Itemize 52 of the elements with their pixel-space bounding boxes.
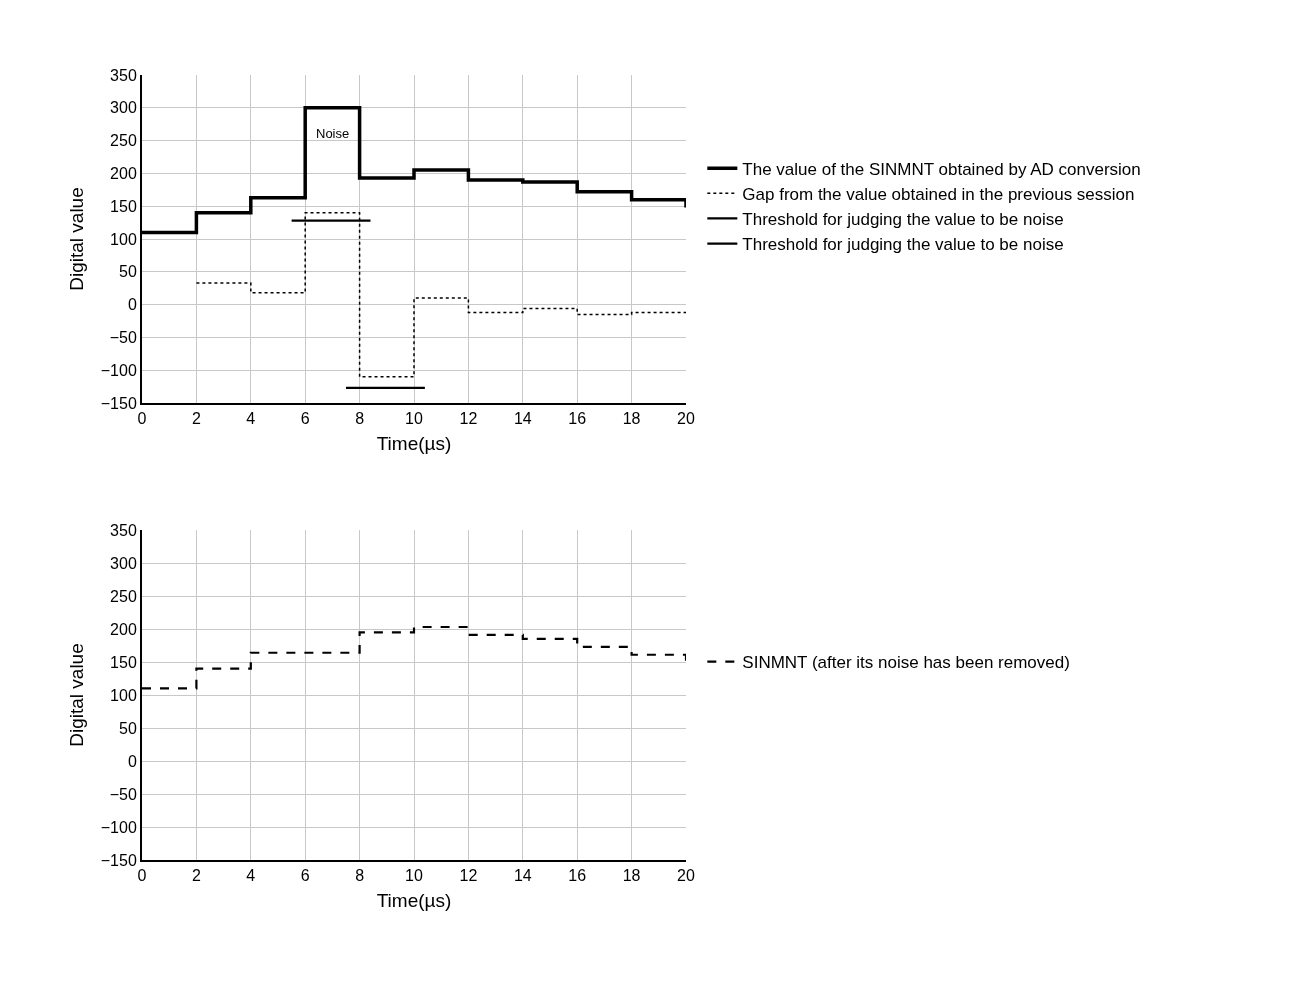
legend-label: Threshold for judging the value to be noise bbox=[742, 235, 1064, 255]
x-tick-label: 4 bbox=[246, 867, 256, 885]
x-tick-label: 20 bbox=[677, 867, 695, 885]
x-tick-label: 2 bbox=[191, 867, 201, 885]
x-axis-title: Time(µs) bbox=[376, 889, 452, 911]
y-tick-label: 300 bbox=[110, 99, 137, 117]
y-tick-label: 250 bbox=[110, 587, 137, 605]
y-tick-label: 100 bbox=[110, 230, 137, 248]
legend-label: Threshold for judging the value to be noise bbox=[742, 210, 1064, 230]
x-tick-label: 6 bbox=[300, 867, 310, 885]
legend-label: The value of the SINMNT obtained by AD conversion bbox=[742, 159, 1141, 179]
x-tick-label: 10 bbox=[405, 410, 423, 428]
y-tick-label: 50 bbox=[119, 719, 137, 737]
x-axis-title: Time(µs) bbox=[376, 432, 452, 454]
annotation: Noise bbox=[316, 126, 350, 141]
y-axis-title: Digital value bbox=[66, 187, 88, 291]
x-tick-label: 16 bbox=[568, 867, 587, 885]
y-tick-label: 0 bbox=[127, 752, 137, 770]
x-tick-label: 18 bbox=[622, 410, 641, 428]
y-tick-label: 200 bbox=[110, 620, 137, 638]
x-tick-label: 2 bbox=[191, 410, 201, 428]
x-tick-label: 12 bbox=[459, 410, 478, 428]
x-tick-label: 12 bbox=[459, 867, 478, 885]
legend-label: SINMNT (after its noise has been removed) bbox=[742, 653, 1070, 673]
x-tick-label: 8 bbox=[355, 867, 365, 885]
y-tick-label: −50 bbox=[109, 329, 137, 346]
x-tick-label: 18 bbox=[622, 867, 641, 885]
y-tick-label: 200 bbox=[110, 165, 137, 182]
x-tick-label: 6 bbox=[300, 410, 310, 428]
x-tick-label: 20 bbox=[677, 410, 695, 428]
x-tick-label: 14 bbox=[513, 410, 532, 428]
x-tick-label: 16 bbox=[568, 410, 587, 428]
y-tick-label: 100 bbox=[110, 686, 137, 704]
y-tick-label: −100 bbox=[100, 818, 137, 836]
y-tick-label: −100 bbox=[100, 361, 137, 379]
y-tick-label: −50 bbox=[109, 785, 137, 803]
y-tick-label: −150 bbox=[100, 851, 137, 869]
x-tick-label: 4 bbox=[246, 410, 256, 428]
y-axis-title: Digital value bbox=[66, 643, 88, 747]
x-tick-label: 8 bbox=[355, 410, 365, 428]
x-tick-label: 14 bbox=[513, 867, 532, 885]
y-tick-label: 350 bbox=[110, 66, 137, 84]
y-tick-label: 300 bbox=[110, 554, 137, 572]
y-tick-label: 150 bbox=[110, 197, 137, 215]
x-tick-label: 10 bbox=[405, 867, 423, 885]
y-tick-label: 50 bbox=[119, 263, 137, 281]
legend-label: Gap from the value obtained in the previous session bbox=[742, 184, 1135, 204]
y-tick-label: 250 bbox=[110, 132, 137, 150]
y-tick-label: 350 bbox=[110, 521, 137, 539]
y-tick-label: −150 bbox=[100, 394, 137, 412]
y-tick-label: 150 bbox=[110, 653, 137, 671]
y-tick-label: 0 bbox=[127, 296, 137, 314]
